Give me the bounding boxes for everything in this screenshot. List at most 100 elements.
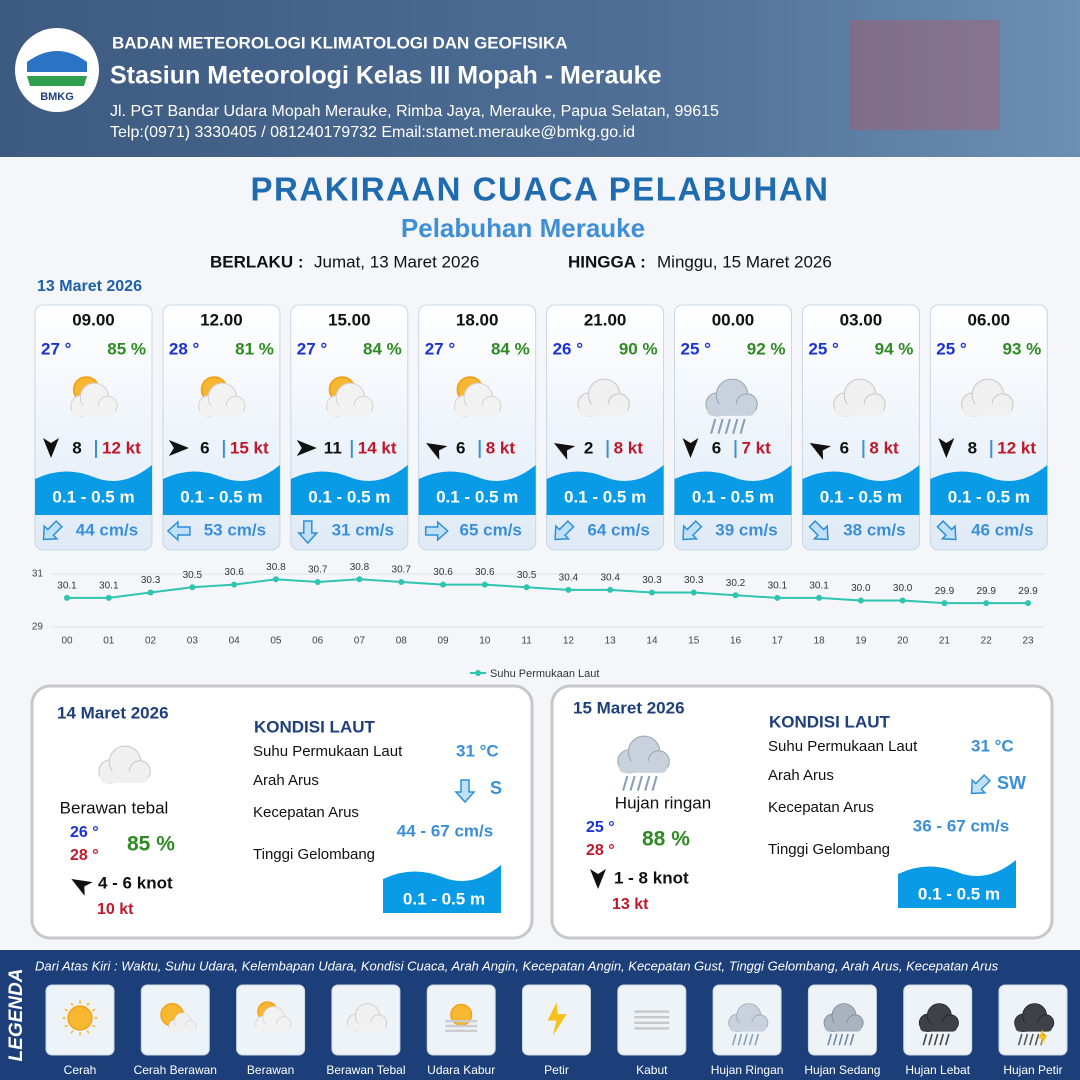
rain <box>838 1033 844 1046</box>
weather-icon <box>833 378 886 417</box>
sst-point <box>398 578 405 585</box>
rain <box>732 418 739 434</box>
legend-box <box>617 984 687 1056</box>
legend-swatch <box>475 670 481 676</box>
legend-item: Hujan Petir <box>1003 1063 1062 1077</box>
weather-icon <box>617 735 670 791</box>
sea-heading: KONDISI LAUT <box>769 712 891 731</box>
sea-label: Suhu Permukaan Laut <box>768 738 918 755</box>
weather-icon <box>198 376 246 417</box>
weather-icon <box>961 378 1014 417</box>
x-tick-label: 03 <box>187 636 199 647</box>
rain <box>724 418 732 434</box>
cloud-part <box>71 405 116 417</box>
weather-icon <box>445 1003 478 1033</box>
wave-shape <box>162 465 280 515</box>
wave-shape <box>35 465 152 515</box>
legend-description: Dari Atas Kiri : Waktu, Suhu Udara, Kele… <box>35 958 999 973</box>
legend-item: Berawan <box>247 1063 294 1077</box>
sun-ray <box>70 1030 74 1034</box>
cloud-part <box>348 1022 386 1032</box>
panel-weather: Hujan ringan <box>615 793 711 812</box>
cloud <box>961 378 1014 417</box>
cloud <box>454 382 502 417</box>
card-time: 21.00 <box>584 310 627 329</box>
card-time: 06.00 <box>968 310 1011 329</box>
card-gust: 12 kt <box>997 438 1036 457</box>
rain <box>1017 1033 1023 1046</box>
x-tick-label: 14 <box>646 636 658 647</box>
data-label: 30.7 <box>392 565 412 576</box>
rain <box>922 1033 928 1046</box>
rain <box>827 1033 832 1046</box>
card-time: 18.00 <box>456 310 499 329</box>
current-arrow <box>42 520 63 541</box>
sst-point <box>690 589 697 596</box>
wave-shape <box>930 465 1048 515</box>
legend-item: Hujan Sedang <box>804 1063 880 1077</box>
sst-point <box>272 576 279 583</box>
cloud <box>833 378 886 417</box>
weather-icon <box>705 378 758 434</box>
rain <box>644 775 651 791</box>
cloud <box>98 745 151 784</box>
logo-text: BMKG <box>40 91 74 103</box>
sun-ray <box>64 1024 68 1028</box>
card-temp: 25 ° <box>808 339 839 358</box>
sea-speed: 44 - 67 cm/s <box>397 821 493 840</box>
cloud-part <box>706 404 756 416</box>
x-tick-label: 08 <box>396 636 408 647</box>
sea-speed: 36 - 67 cm/s <box>913 816 1009 835</box>
legend-item: Udara Kabur <box>427 1063 495 1077</box>
valid-to: Minggu, 15 Maret 2026 <box>657 252 832 271</box>
current-arrow <box>424 520 449 542</box>
sst-point <box>941 600 948 607</box>
legend-entry: Suhu Permukaan Laut <box>490 668 599 680</box>
panel-temp-min: 26 ° <box>70 824 99 841</box>
rain <box>651 775 658 791</box>
cloud-part <box>199 405 244 417</box>
weather-icon <box>918 1003 959 1046</box>
weather-icon <box>62 1000 98 1036</box>
card-temp: 27 ° <box>41 339 72 358</box>
rain <box>739 418 746 434</box>
sea-label: Arah Arus <box>768 767 834 784</box>
legend-item: Cerah Berawan <box>134 1063 217 1077</box>
data-label: 30.3 <box>684 575 704 586</box>
x-tick-label: 19 <box>855 636 867 647</box>
data-label: 29.9 <box>935 586 955 597</box>
sst-point <box>314 578 321 585</box>
card-gust: 8 kt <box>614 438 644 457</box>
card-gust: 7 kt <box>742 438 772 457</box>
card-time: 03.00 <box>840 310 883 329</box>
station: Stasiun Meteorologi Kelas III Mopah - Me… <box>110 62 662 90</box>
cloud-part <box>1015 1022 1053 1032</box>
cloud <box>326 382 374 417</box>
card-current: 64 cm/s <box>587 520 649 539</box>
x-tick-label: 05 <box>270 636 282 647</box>
sun-ray <box>64 1008 68 1012</box>
sst-point <box>607 586 614 593</box>
card-current: 38 cm/s <box>843 520 905 539</box>
data-label: 29.9 <box>1018 586 1038 597</box>
x-tick-label: 17 <box>772 636 784 647</box>
x-tick-label: 12 <box>563 636 575 647</box>
sst-point <box>732 592 739 599</box>
legend-item: Berawan Tebal <box>326 1063 405 1077</box>
data-label: 29.9 <box>976 586 996 597</box>
cloud <box>1014 1003 1055 1033</box>
cloud <box>728 1003 769 1033</box>
rain <box>754 1033 760 1046</box>
sst-point <box>356 576 363 583</box>
weather-icon <box>547 1002 567 1036</box>
day-date: 13 Maret 2026 <box>37 278 142 295</box>
lightning <box>1038 1029 1048 1047</box>
cloud <box>617 735 670 774</box>
sst-point <box>899 597 906 604</box>
rain <box>743 1033 748 1046</box>
current-arrow <box>682 520 703 541</box>
x-tick-label: 13 <box>605 636 617 647</box>
sst-point <box>231 581 238 588</box>
panel-humidity: 85 % <box>127 833 175 856</box>
cloud-part <box>256 1023 290 1032</box>
